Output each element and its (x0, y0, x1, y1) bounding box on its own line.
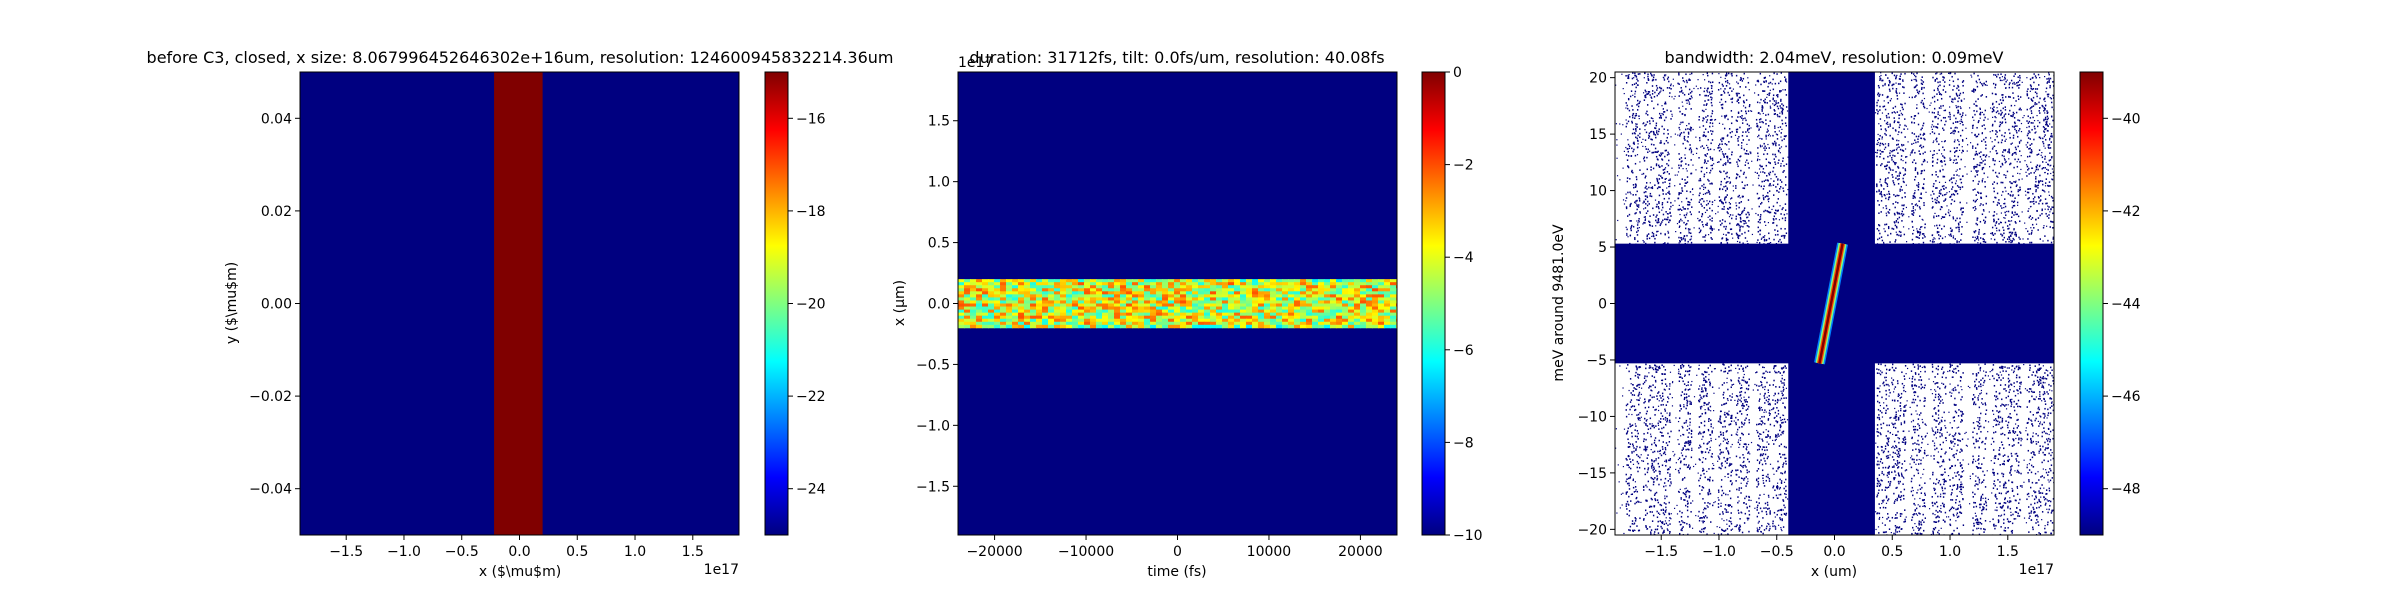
panel-3-y-label: meV around 9481.0eV (1551, 224, 1567, 382)
y-tick-label: −10 (1577, 409, 1607, 425)
y-tick-label: −0.5 (916, 357, 950, 373)
y-tick-label: 5 (1598, 240, 1607, 256)
x-tick-label: 0.5 (1881, 544, 1903, 560)
panel-3-title: bandwidth: 2.04meV, resolution: 0.09meV (1665, 48, 2004, 67)
panel-2-title: duration: 31712fs, tilt: 0.0fs/um, resol… (969, 48, 1384, 67)
colorbar-tick-label: −8 (1453, 435, 1474, 451)
colorbar-gradient (1421, 71, 1446, 536)
y-tick-label: 0 (1598, 297, 1607, 313)
panel-3-y-ticks: 20 15 10 5 0 −5 −10 −15 −20 (1577, 71, 1615, 538)
panel-1-frame (299, 71, 740, 536)
panel-1-y-label: y ($\mu$m) (224, 262, 240, 344)
panel-3-plot-area (1615, 72, 2054, 535)
y-tick-label: −15 (1577, 466, 1607, 482)
colorbar-gradient (764, 71, 789, 536)
heatmap-tilted-line (1814, 242, 1848, 365)
colorbar-tick-label: −46 (2111, 389, 2141, 405)
y-tick-label: 20 (1589, 71, 1607, 87)
heatmap-noisy-band (958, 279, 1397, 329)
colorbar-tick-label: −42 (2111, 204, 2141, 220)
x-tick-label: −0.5 (445, 544, 479, 560)
panel-2-colorbar: 0 −2 −4 −6 −8 −10 (1421, 65, 1483, 544)
x-tick-label: 0 (1173, 544, 1182, 560)
panel-1-y-ticks: 0.04 0.02 0.00 −0.02 −0.04 (249, 111, 300, 498)
colorbar-tick-label: −24 (796, 482, 826, 498)
panel-2-y-ticks: 1.5 1.0 0.5 0.0 −0.5 −1.0 −1.5 (916, 114, 958, 495)
panel-2-y-label: x (µm) (892, 280, 908, 326)
x-tick-label: 1.5 (1997, 544, 2019, 560)
x-tick-label: 1.5 (682, 544, 704, 560)
y-tick-label: 0.0 (928, 297, 950, 313)
colorbar-tick-label: 0 (1453, 65, 1462, 81)
panel-1-x-label: x ($\mu$m) (479, 564, 561, 580)
x-tick-label: −1.0 (387, 544, 421, 560)
x-tick-label: 20000 (1338, 544, 1383, 560)
y-tick-label: −0.02 (249, 389, 292, 405)
y-tick-label: 10 (1589, 184, 1607, 200)
panel-1-plot-area (300, 72, 739, 535)
panel-1: before C3, closed, x size: 8.06799645264… (147, 48, 894, 580)
colorbar-tick-label: −16 (796, 111, 826, 127)
colorbar-tick-label: −10 (1453, 528, 1483, 544)
panel-3-colorbar: −40 −42 −44 −46 −48 (2079, 71, 2141, 536)
panel-3-x-ticks: −1.5 −1.0 −0.5 0.0 0.5 1.0 1.5 (1644, 535, 2019, 560)
x-tick-label: −1.5 (1644, 544, 1678, 560)
panel-1-title: before C3, closed, x size: 8.06799645264… (147, 48, 894, 67)
colorbar-tick-label: −22 (796, 389, 826, 405)
panel-3-x-offset-text: 1e17 (2019, 562, 2054, 578)
x-tick-label: 10000 (1247, 544, 1292, 560)
x-tick-label: −1.5 (329, 544, 363, 560)
colorbar-tick-label: −4 (1453, 250, 1474, 266)
y-tick-label: −0.04 (249, 482, 292, 498)
panel-2-y-offset-text: 1e17 (958, 55, 993, 71)
colorbar-tick-label: −18 (796, 204, 826, 220)
x-tick-label: −10000 (1058, 544, 1114, 560)
y-tick-label: −1.0 (916, 418, 950, 434)
x-tick-label: −1.0 (1702, 544, 1736, 560)
x-tick-label: 0.0 (1823, 544, 1845, 560)
panel-3-frame (1614, 71, 2055, 536)
x-tick-label: 0.5 (566, 544, 588, 560)
y-tick-label: −5 (1586, 353, 1607, 369)
x-tick-label: 1.0 (624, 544, 646, 560)
colorbar-tick-label: −48 (2111, 482, 2141, 498)
colorbar-tick-label: −2 (1453, 158, 1474, 174)
panel-2: duration: 31712fs, tilt: 0.0fs/um, resol… (892, 48, 1483, 580)
panel-1-x-offset-text: 1e17 (704, 562, 739, 578)
x-tick-label: −0.5 (1760, 544, 1794, 560)
panel-2-x-ticks: −20000 −10000 0 10000 20000 (966, 535, 1383, 560)
x-tick-label: −20000 (966, 544, 1022, 560)
colorbar-tick-label: −6 (1453, 343, 1474, 359)
colorbar-gradient (2079, 71, 2104, 536)
panel-2-frame (957, 71, 1398, 536)
y-tick-label: 0.00 (261, 297, 292, 313)
y-tick-label: −1.5 (916, 479, 950, 495)
colorbar-tick-label: −40 (2111, 111, 2141, 127)
y-tick-label: 0.04 (261, 111, 292, 127)
y-tick-label: 0.02 (261, 204, 292, 220)
panel-2-plot-area (958, 72, 1397, 535)
panel-3-x-label: x (um) (1811, 564, 1857, 580)
y-tick-label: 1.0 (928, 175, 950, 191)
y-tick-label: −20 (1577, 522, 1607, 538)
x-tick-label: 1.0 (1939, 544, 1961, 560)
panel-1-colorbar: −16 −18 −20 −22 −24 (764, 71, 826, 536)
panel-2-x-label: time (fs) (1147, 564, 1206, 580)
colorbar-tick-label: −44 (2111, 297, 2141, 313)
colorbar-tick-label: −20 (796, 297, 826, 313)
panel-1-x-ticks: −1.5 −1.0 −0.5 0.0 0.5 1.0 1.5 (329, 535, 704, 560)
y-tick-label: 1.5 (928, 114, 950, 130)
panel-3: bandwidth: 2.04meV, resolution: 0.09meV … (1551, 48, 2141, 580)
heatmap-speckle-noise (1615, 72, 2054, 535)
y-tick-label: 0.5 (928, 236, 950, 252)
x-tick-label: 0.0 (508, 544, 530, 560)
y-tick-label: 15 (1589, 127, 1607, 143)
heatmap-vertical-band (494, 72, 543, 535)
